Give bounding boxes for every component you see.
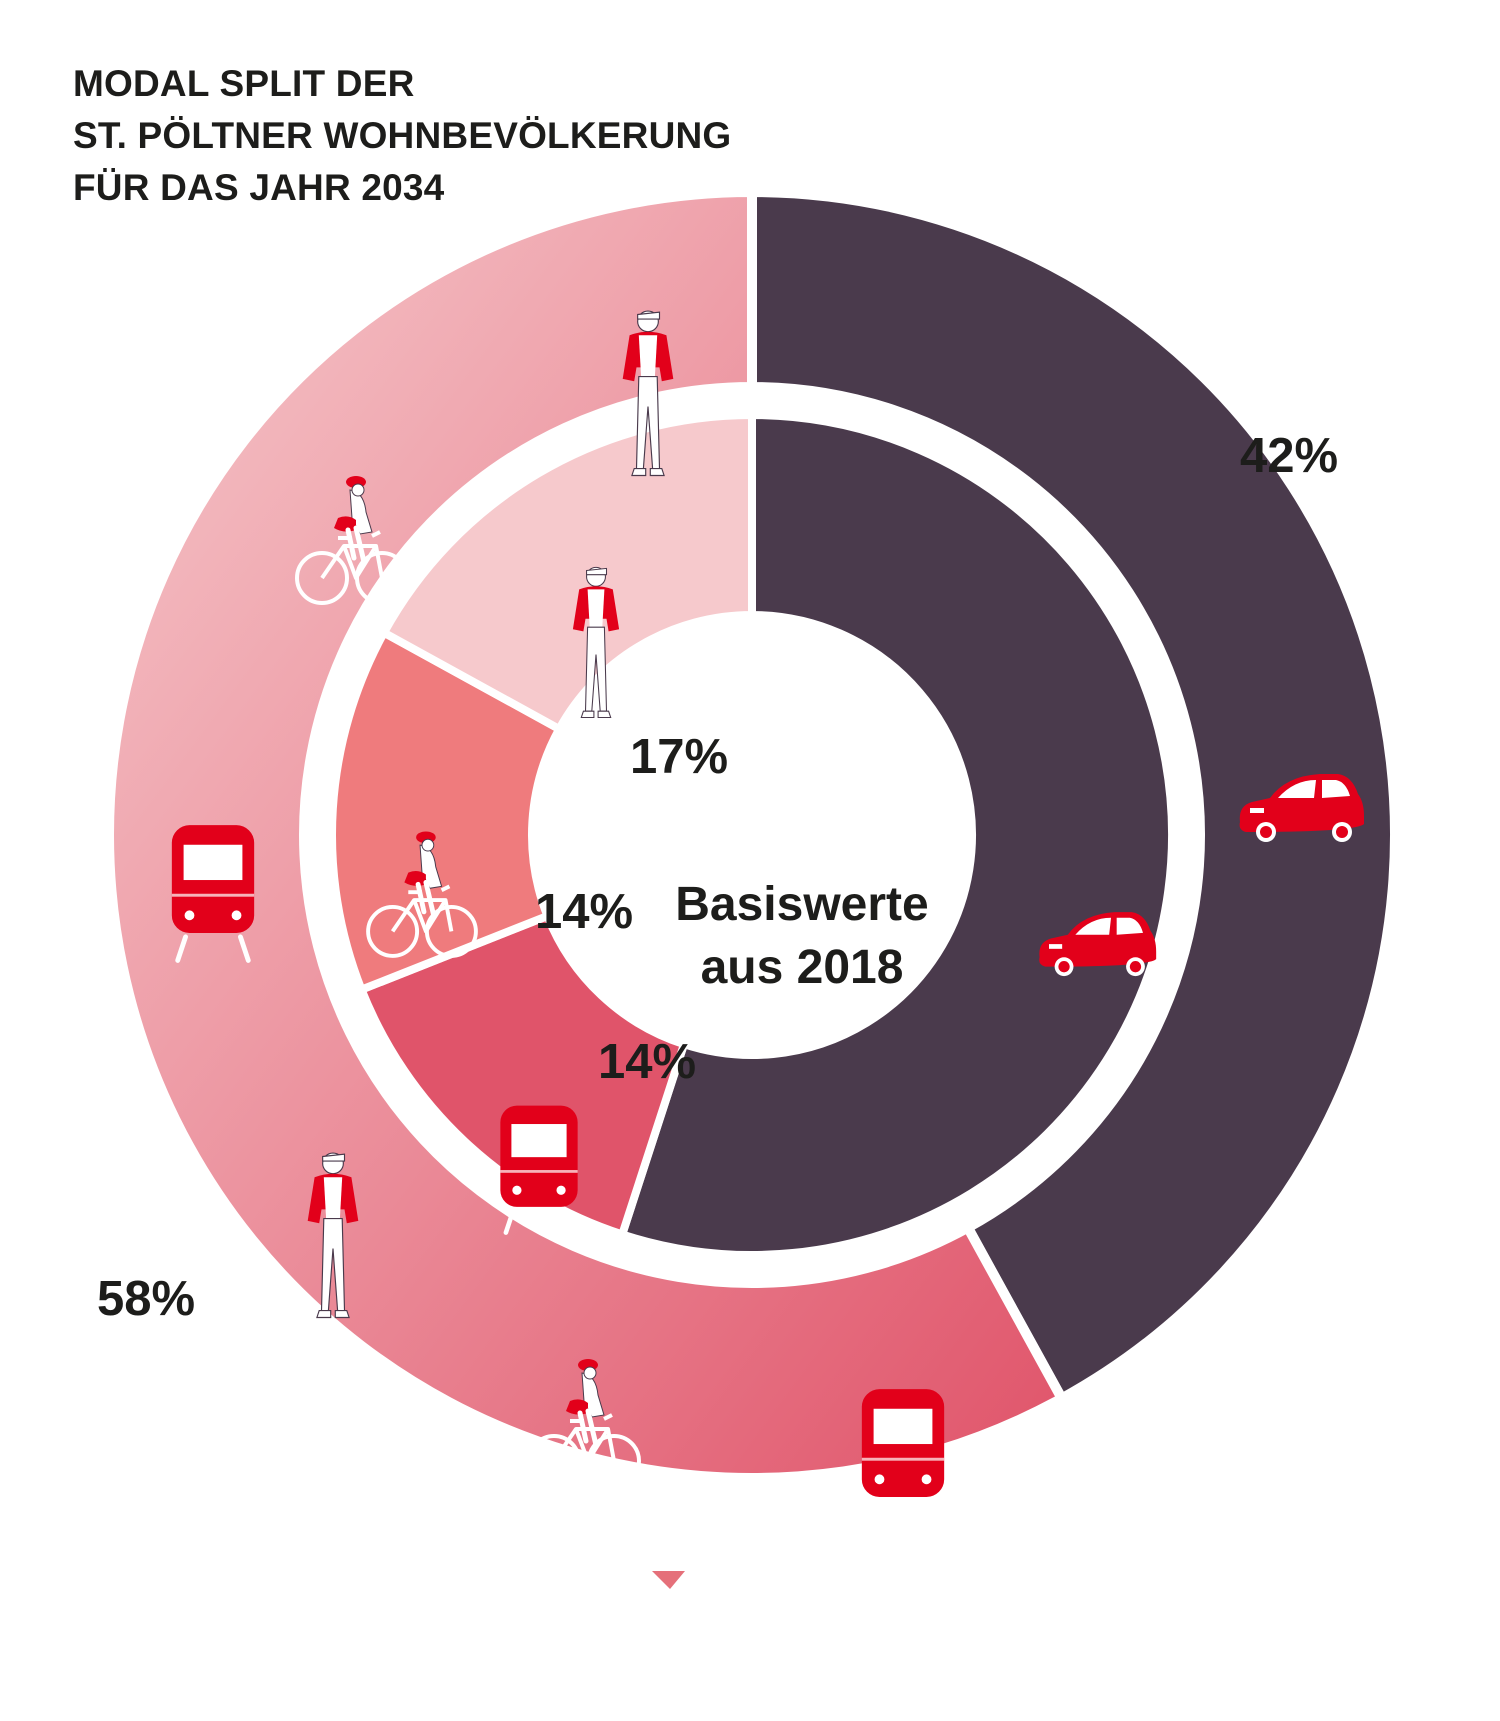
center-label-line-2: aus 2018 [701,941,904,994]
train-icon [500,1105,578,1235]
outer-label-car: 42% [1240,429,1338,483]
train-icon [171,825,255,963]
center-hole [554,637,950,1033]
inner-segment-2 [328,627,565,995]
car-icon [1239,774,1364,842]
icon-layer [171,310,1364,1527]
pedestrian-icon [622,310,674,477]
inner-label-bike: 14% [535,885,633,939]
title-line-1: MODAL SPLIT DER [73,63,415,104]
inner-label-walk: 17% [630,730,728,784]
cyclist-icon [527,1359,641,1488]
chart-title: MODAL SPLIT DER ST. PÖLTNER WOHNBEVÖLKER… [73,58,731,214]
inner-segment-3 [378,410,756,735]
inner-label-transit: 14% [598,1035,696,1089]
inner-segment-0 [617,410,1176,1259]
car-icon [1039,912,1157,977]
cyclist-icon [366,831,478,958]
pedestrian-icon [572,566,620,719]
title-line-3: FÜR DAS JAHR 2034 [73,167,445,208]
title-line-2: ST. PÖLTNER WOHNBEVÖLKERUNG [73,115,732,156]
outer-label-umweltverbund: 58% [97,1272,195,1326]
center-label-line-1: Basiswerte [675,878,928,931]
train-icon [861,1389,945,1527]
ring-separator [304,387,1200,1283]
cyclist-icon [295,476,409,605]
pointer-notch [652,1571,685,1589]
pedestrian-icon [307,1152,359,1319]
